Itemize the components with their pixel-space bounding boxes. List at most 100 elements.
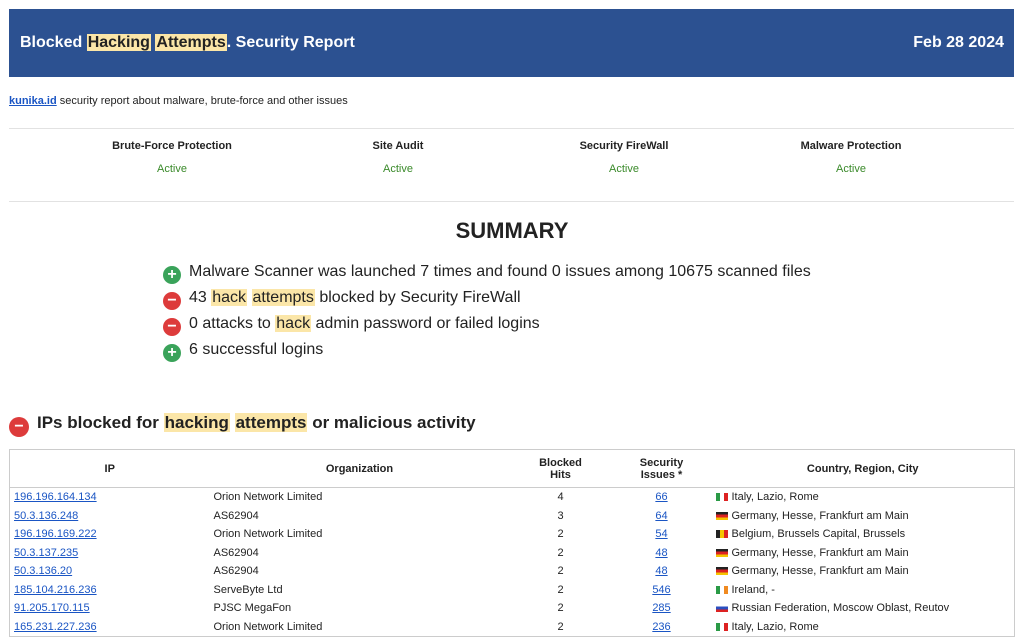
divider xyxy=(9,201,1014,202)
flag xyxy=(715,493,728,502)
intro-text: security report about malware, brute-for… xyxy=(59,95,348,107)
org-cell: Orion Network Limited xyxy=(213,620,323,633)
column-header: Security Issues * xyxy=(611,449,712,488)
country-cell: Ireland, - xyxy=(712,581,1015,600)
flag xyxy=(715,622,728,631)
hits-cell: 3 xyxy=(557,509,564,522)
column-header: Organization xyxy=(209,449,510,488)
status-name: Brute-Force Protection xyxy=(112,140,232,152)
header: Blocked Hacking Attempts. Security Repor… xyxy=(9,9,1014,77)
status: Security FireWall Active xyxy=(524,140,724,175)
ip-link[interactable]: 185.104.216.236 xyxy=(14,583,97,596)
country-text: Italy, Lazio, Rome xyxy=(731,620,819,633)
header-row: IP Organization Blocked Hits Security Is… xyxy=(9,449,1015,488)
issues-cell: 48 xyxy=(612,562,712,581)
org-cell: PJSC MegaFon xyxy=(213,602,292,615)
status-state: Active xyxy=(383,163,413,175)
issues-link[interactable]: 546 xyxy=(652,583,671,596)
title-highlight: Attempts xyxy=(155,34,227,51)
country-text: Russian Federation, Moscow Oblast, Reuto… xyxy=(731,602,950,615)
issues-cell: 546 xyxy=(612,581,712,600)
status: Site Audit Active xyxy=(298,140,498,175)
issues-link[interactable]: 285 xyxy=(652,602,671,615)
ip-cell: 196.196.169.222 xyxy=(10,525,210,544)
hits-cell: 4 xyxy=(557,491,564,504)
section-title: − IPs blocked for hacking attempts or mal… xyxy=(9,413,476,437)
section-text: IPs blocked for xyxy=(37,413,159,432)
summary-line: −0 attacks to hack admin password or fai… xyxy=(163,315,540,336)
highlight: attempts xyxy=(251,289,315,306)
ip-cell: 196.196.164.134 xyxy=(10,488,210,507)
table-row: 185.104.216.236 ServeByte Ltd 2 546 Ireland,… xyxy=(10,581,1015,600)
highlight: hack xyxy=(211,289,248,306)
site-link[interactable]: kunika.id xyxy=(9,95,57,107)
ip-link[interactable]: 165.231.227.236 xyxy=(14,620,97,633)
table-row: 91.205.170.115 PJSC MegaFon 2 285 Russian Fe… xyxy=(10,599,1015,618)
ip-link[interactable]: 196.196.164.134 xyxy=(14,491,97,504)
country-cell: Germany, Hesse, Frankfurt am Main xyxy=(712,562,1015,581)
issues-cell: 54 xyxy=(612,525,712,544)
ip-link[interactable]: 196.196.169.222 xyxy=(14,528,97,541)
date: Feb 28 2024 xyxy=(913,34,1004,51)
summary-line: −43 hack attempts blocked by Security Fi… xyxy=(163,289,521,310)
summary-line: +6 successful logins xyxy=(163,341,323,362)
issues-link[interactable]: 236 xyxy=(652,620,671,633)
issues-cell: 285 xyxy=(612,599,712,618)
issues-link[interactable]: 48 xyxy=(655,546,668,559)
ip-link[interactable]: 91.205.170.115 xyxy=(14,602,90,615)
line-text: blocked by Security FireWall xyxy=(319,289,521,306)
country-cell: Germany, Hesse, Frankfurt am Main xyxy=(712,507,1015,526)
plus-icon: + xyxy=(163,266,181,284)
column-header: IP xyxy=(9,449,210,488)
flag xyxy=(715,511,728,520)
title-text: . Security Report xyxy=(226,34,355,51)
section-text: or malicious activity xyxy=(312,413,476,432)
country-cell: Germany, Hesse, Frankfurt am Main xyxy=(712,544,1015,563)
status-name: Malware Protection xyxy=(800,140,902,152)
status-state: Active xyxy=(157,163,187,175)
column-header: Blocked Hits xyxy=(509,449,612,488)
org-cell: AS62904 xyxy=(213,565,259,578)
issues-cell: 64 xyxy=(612,507,712,526)
org-cell: ServeByte Ltd xyxy=(213,583,283,596)
country-text: Germany, Hesse, Frankfurt am Main xyxy=(731,509,909,522)
table-row: 196.196.169.222 Orion Network Limited 2 54 B… xyxy=(10,525,1015,544)
table-row: 50.3.136.20 AS62904 2 48 Germany, Hesse, Fra… xyxy=(10,562,1015,581)
divider xyxy=(9,128,1014,129)
summary-title: SUMMARY xyxy=(455,218,569,243)
ip-link[interactable]: 50.3.136.20 xyxy=(14,565,73,578)
country-cell: Italy, Lazio, Rome xyxy=(712,488,1015,507)
issues-link[interactable]: 64 xyxy=(655,509,668,522)
table-row: 196.196.164.134 Orion Network Limited 4 66 I… xyxy=(10,488,1015,507)
status-state: Active xyxy=(836,163,866,175)
issues-cell: 48 xyxy=(612,544,712,563)
table-body: 196.196.164.134 Orion Network Limited 4 66 I… xyxy=(10,488,1015,637)
issues-link[interactable]: 54 xyxy=(655,528,668,541)
ip-cell: 165.231.227.236 xyxy=(10,618,210,637)
hits-cell: 2 xyxy=(557,565,564,578)
issues-cell: 66 xyxy=(612,488,712,507)
country-cell: Italy, Lazio, Rome xyxy=(712,618,1015,637)
ip-link[interactable]: 50.3.137.235 xyxy=(14,546,79,559)
flag xyxy=(715,548,728,557)
ip-cell: 91.205.170.115 xyxy=(10,599,210,618)
status-name: Security FireWall xyxy=(579,140,669,152)
table-row: 50.3.136.248 AS62904 3 64 Germany, Hesse, Fr… xyxy=(10,507,1015,526)
minus-icon: − xyxy=(163,292,181,310)
line-text: 6 successful logins xyxy=(189,341,324,358)
summary-line: + Malware Scanner was launched 7 times an… xyxy=(163,263,811,284)
ip-table: IP Organization Blocked Hits Security Is… xyxy=(9,449,1015,637)
flag xyxy=(715,604,728,613)
issues-link[interactable]: 66 xyxy=(655,491,668,504)
issues-link[interactable]: 48 xyxy=(655,565,668,578)
ip-link[interactable]: 50.3.136.248 xyxy=(14,509,79,522)
title-highlight: Hacking xyxy=(86,34,151,51)
table-row: 50.3.137.235 AS62904 2 48 Germany, Hesse, Fr… xyxy=(10,544,1015,563)
org-cell: AS62904 xyxy=(213,546,259,559)
ip-cell: 50.3.137.235 xyxy=(10,544,210,563)
status-name: Site Audit xyxy=(372,140,424,152)
flag xyxy=(715,530,728,539)
intro: kunika.id security report about malware,… xyxy=(9,95,348,107)
